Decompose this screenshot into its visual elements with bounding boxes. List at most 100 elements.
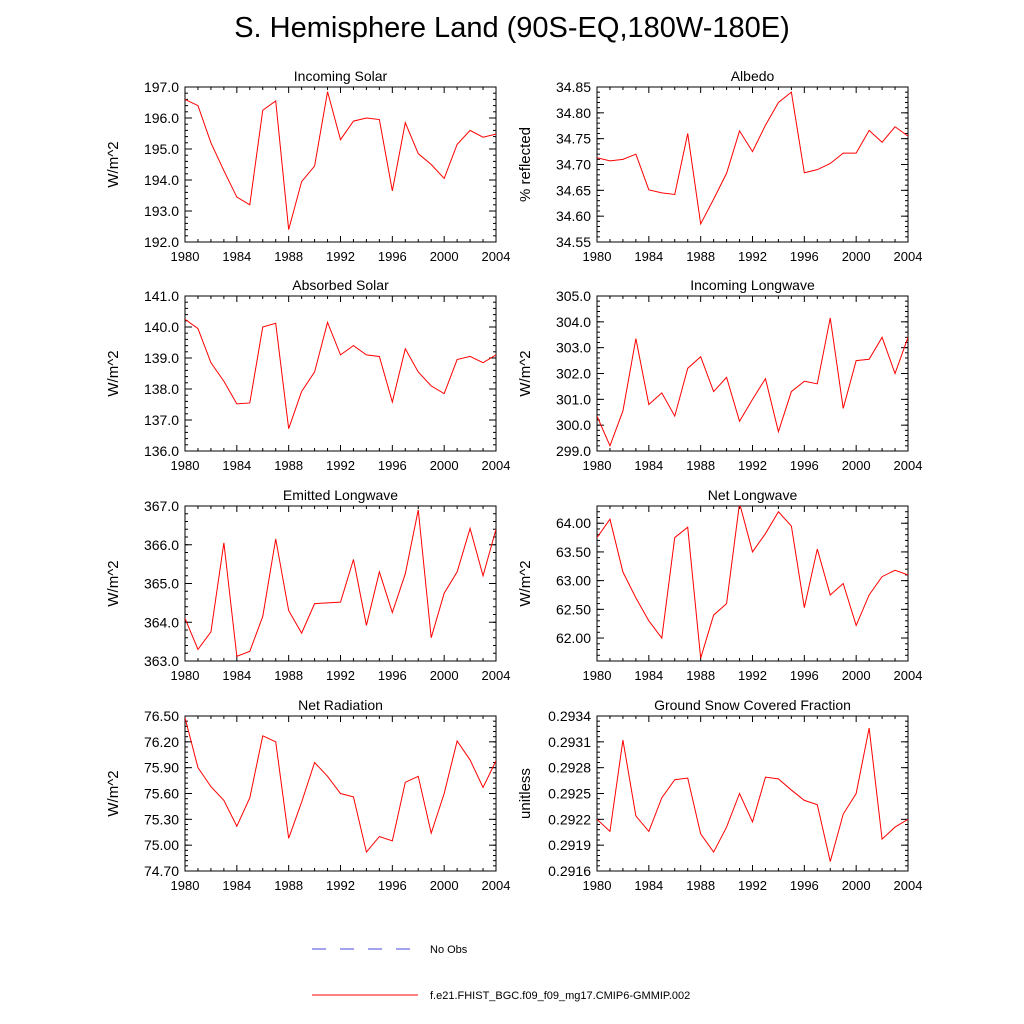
- y-tick-label: 192.0: [144, 234, 179, 250]
- y-axis-label: W/m^2: [105, 560, 122, 606]
- x-tick-label: 1996: [790, 249, 819, 264]
- x-tick-label: 1984: [222, 249, 251, 264]
- x-tick-label: 1996: [378, 249, 407, 264]
- y-axis-label: W/m^2: [105, 770, 122, 816]
- y-tick-label: 75.60: [144, 786, 179, 802]
- x-tick-label: 1996: [790, 458, 819, 473]
- series-line: [185, 91, 496, 230]
- panel-title: Albedo: [731, 68, 775, 84]
- y-tick-label: 366.0: [144, 537, 179, 553]
- x-tick-label: 1996: [790, 878, 819, 893]
- x-tick-label: 1984: [222, 668, 251, 683]
- x-tick-label: 1992: [738, 878, 767, 893]
- panel-incoming-longwave: Incoming Longwave W/m^2 1980 1984 1988 1992 19…: [517, 277, 922, 473]
- y-tick-label: 63.00: [556, 573, 591, 589]
- y-tick-label: 303.0: [556, 340, 591, 356]
- x-tick-label: 1988: [686, 878, 715, 893]
- series-line: [597, 91, 908, 226]
- x-tick-label: 1980: [583, 878, 612, 893]
- y-tick-label: 34.65: [556, 182, 591, 198]
- panel-net-radiation: Net Radiation W/m^2 1980 1984 1988 1992 1996 20…: [105, 697, 510, 893]
- y-axis-label: W/m^2: [105, 350, 122, 396]
- y-axis-label: W/m^2: [517, 560, 534, 606]
- series-line: [597, 727, 908, 862]
- x-tick-label: 1996: [378, 878, 407, 893]
- x-tick-label: 2000: [430, 878, 459, 893]
- y-tick-label: 363.0: [144, 653, 179, 669]
- y-tick-label: 0.2934: [548, 708, 591, 724]
- plot-frame: [184, 295, 497, 452]
- y-tick-label: 34.80: [556, 105, 591, 121]
- y-tick-label: 367.0: [144, 498, 179, 514]
- x-tick-label: 1988: [686, 668, 715, 683]
- y-tick-label: 63.50: [556, 544, 591, 560]
- y-tick-label: 139.0: [144, 350, 179, 366]
- y-tick-label: 34.75: [556, 131, 591, 147]
- plot-frame: [596, 505, 909, 662]
- y-tick-label: 76.50: [144, 708, 179, 724]
- panel-title: Absorbed Solar: [292, 277, 389, 293]
- panel-emitted-longwave: Emitted Longwave W/m^2 1980 1984 1988 1992 199…: [105, 487, 510, 683]
- x-tick-label: 2000: [842, 458, 871, 473]
- x-tick-label: 1988: [274, 458, 303, 473]
- x-tick-label: 1980: [171, 878, 200, 893]
- panel-ground-snow-covered-fraction: Ground Snow Covered Fraction unitless 1980…: [517, 697, 922, 893]
- panel-albedo: Albedo % reflected 1980 1984 1988 1992 1996 200…: [517, 68, 922, 264]
- y-axis-label: W/m^2: [105, 141, 122, 187]
- y-tick-label: 305.0: [556, 288, 591, 304]
- y-tick-label: 75.00: [144, 837, 179, 853]
- x-tick-label: 2000: [842, 668, 871, 683]
- x-tick-label: 1992: [326, 668, 355, 683]
- x-tick-label: 1988: [686, 249, 715, 264]
- x-tick-label: 1980: [171, 249, 200, 264]
- y-tick-label: 195.0: [144, 141, 179, 157]
- x-tick-label: 2004: [894, 878, 923, 893]
- x-tick-label: 1992: [738, 458, 767, 473]
- y-tick-label: 299.0: [556, 443, 591, 459]
- x-tick-label: 1992: [738, 668, 767, 683]
- y-tick-label: 76.20: [144, 734, 179, 750]
- x-tick-label: 1996: [378, 668, 407, 683]
- y-tick-label: 136.0: [144, 443, 179, 459]
- y-tick-label: 62.50: [556, 601, 591, 617]
- x-tick-label: 1996: [790, 668, 819, 683]
- y-tick-label: 0.2922: [548, 811, 591, 827]
- x-tick-label: 1992: [326, 458, 355, 473]
- y-tick-label: 196.0: [144, 110, 179, 126]
- series-line: [185, 717, 496, 854]
- y-tick-label: 137.0: [144, 412, 179, 428]
- y-tick-label: 193.0: [144, 203, 179, 219]
- y-axis-label: % reflected: [517, 127, 534, 202]
- y-tick-label: 141.0: [144, 288, 179, 304]
- x-tick-label: 1984: [222, 878, 251, 893]
- panel-title: Emitted Longwave: [283, 487, 398, 503]
- x-tick-label: 1988: [274, 668, 303, 683]
- x-tick-label: 1980: [171, 668, 200, 683]
- y-tick-label: 0.2928: [548, 760, 591, 776]
- y-tick-label: 0.2916: [548, 863, 591, 879]
- y-tick-label: 62.00: [556, 630, 591, 646]
- series-line: [597, 317, 908, 448]
- x-tick-label: 1988: [686, 458, 715, 473]
- y-tick-label: 302.0: [556, 366, 591, 382]
- x-tick-label: 1984: [634, 878, 663, 893]
- series-line: [185, 509, 496, 658]
- y-axis-label: W/m^2: [517, 350, 534, 396]
- panel-incoming-solar: Incoming Solar W/m^2 1980 1984 1988 1992 1996 2…: [105, 68, 510, 264]
- y-tick-label: 64.00: [556, 515, 591, 531]
- x-tick-label: 1996: [378, 458, 407, 473]
- y-tick-label: 304.0: [556, 314, 591, 330]
- plot-frame: [596, 295, 909, 452]
- y-tick-label: 365.0: [144, 576, 179, 592]
- page-title: S. Hemisphere Land (90S-EQ,180W-180E): [234, 12, 790, 44]
- x-tick-label: 2004: [482, 668, 511, 683]
- y-tick-label: 140.0: [144, 319, 179, 335]
- plot-frame: [596, 86, 909, 243]
- y-tick-label: 0.2925: [548, 786, 591, 802]
- x-tick-label: 2000: [430, 458, 459, 473]
- y-tick-label: 197.0: [144, 79, 179, 95]
- x-tick-label: 1988: [274, 878, 303, 893]
- x-tick-label: 2004: [482, 878, 511, 893]
- x-tick-label: 1984: [634, 458, 663, 473]
- y-tick-label: 74.70: [144, 863, 179, 879]
